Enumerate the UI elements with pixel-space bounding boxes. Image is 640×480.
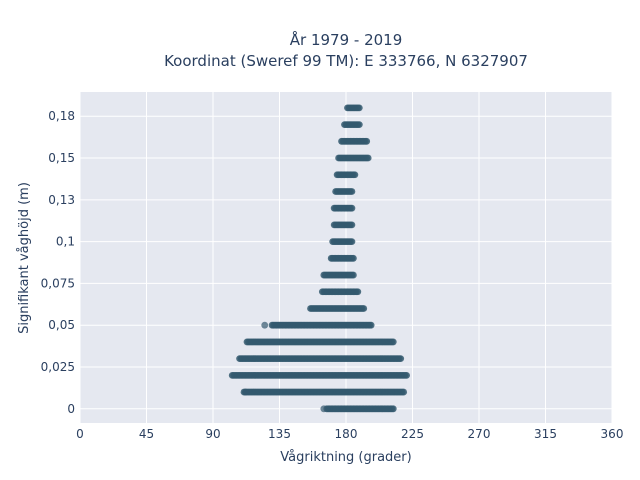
y-tick-label: 0,15 <box>48 151 75 165</box>
data-point <box>354 288 362 296</box>
data-point <box>400 388 408 396</box>
data-point <box>397 355 405 363</box>
y-tick-label: 0,18 <box>48 109 75 123</box>
data-point <box>242 388 249 396</box>
x-tick-label: 360 <box>601 427 624 441</box>
x-tick-label: 180 <box>335 427 358 441</box>
data-point <box>363 137 371 145</box>
y-axis-ticks: 0 0,025 0,05 0,075 0,1 0,13 0,15 0,18 <box>41 109 75 416</box>
data-point <box>351 171 359 179</box>
data-point <box>320 405 328 413</box>
x-tick-label: 0 <box>76 427 84 441</box>
x-tick-label: 90 <box>205 427 220 441</box>
x-axis-ticks: 0 45 90 135 180 225 270 315 360 <box>76 427 623 441</box>
x-tick-label: 135 <box>268 427 291 441</box>
y-tick-label: 0,025 <box>41 360 75 374</box>
chart-title-line2: Koordinat (Sweref 99 TM): E 333766, N 63… <box>164 52 528 70</box>
data-point <box>348 221 356 229</box>
data-point <box>367 321 375 329</box>
x-axis-label: Vågriktning (grader) <box>280 450 411 465</box>
data-point <box>349 271 357 279</box>
y-axis-label: Signifikant våghöjd (m) <box>17 182 32 334</box>
x-tick-label: 45 <box>139 427 154 441</box>
data-point <box>348 238 356 246</box>
y-tick-label: 0 <box>67 402 75 416</box>
y-tick-label: 0,1 <box>56 235 75 249</box>
y-tick-label: 0,075 <box>41 276 75 290</box>
data-point <box>403 371 410 379</box>
data-point <box>348 204 356 212</box>
data-point <box>349 254 357 262</box>
x-tick-label: 270 <box>468 427 491 441</box>
x-tick-label: 225 <box>401 427 424 441</box>
data-point <box>355 104 363 112</box>
data-point <box>261 321 269 329</box>
y-tick-label: 0,05 <box>48 318 75 332</box>
y-tick-label: 0,13 <box>48 193 75 207</box>
data-point <box>348 188 356 195</box>
data-point <box>355 121 363 128</box>
data-point <box>389 405 397 413</box>
data-points <box>228 104 410 413</box>
data-point <box>389 338 397 346</box>
data-point <box>360 305 368 312</box>
x-tick-label: 315 <box>534 427 557 441</box>
data-point <box>364 154 372 162</box>
chart-title-line1: År 1979 - 2019 <box>290 30 403 49</box>
